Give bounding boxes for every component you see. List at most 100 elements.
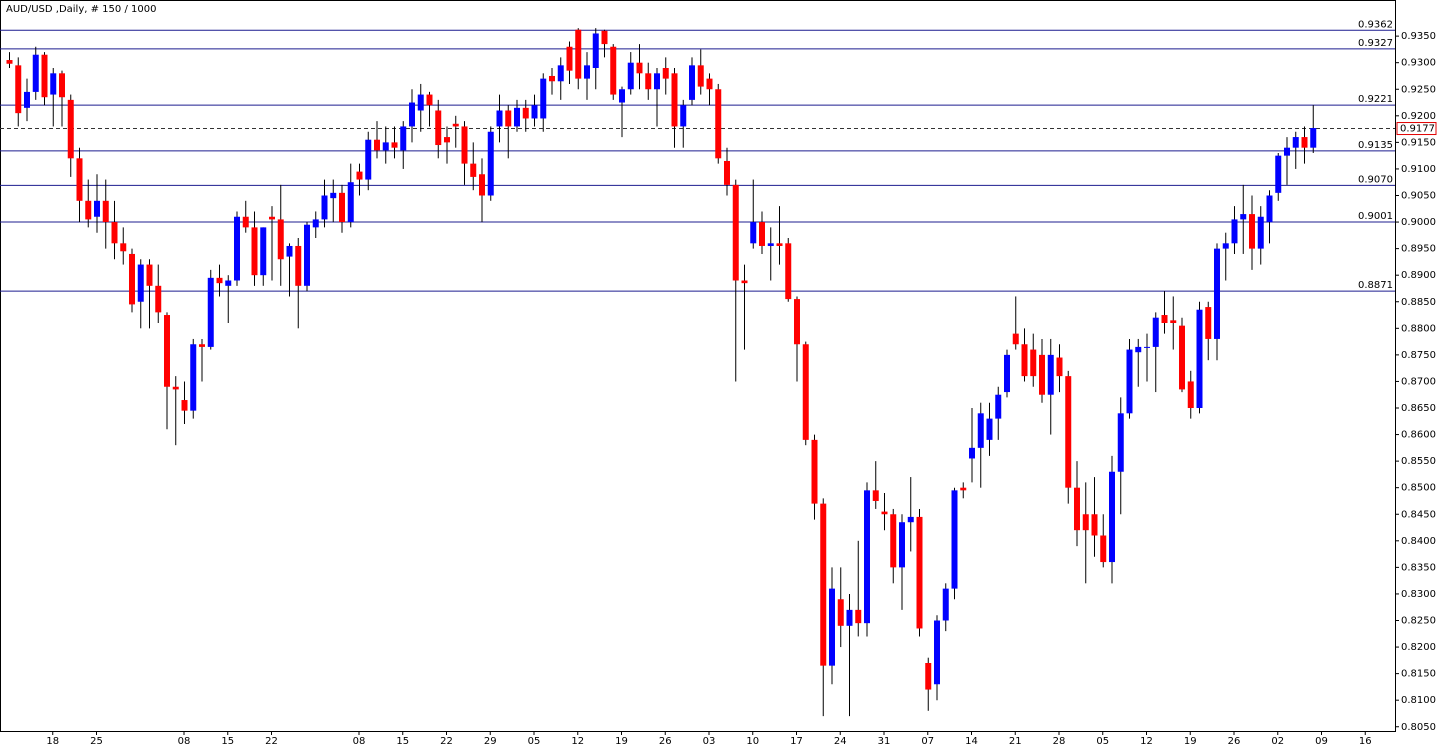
candle-body xyxy=(960,487,967,491)
candle-body xyxy=(76,158,83,201)
y-tick-label: 0.8700 xyxy=(1401,376,1436,387)
y-tick-label: 0.8150 xyxy=(1401,669,1436,680)
y-tick-label: 0.8950 xyxy=(1401,244,1436,255)
candle-body xyxy=(767,243,774,246)
candle-body xyxy=(934,620,940,685)
x-tick-label: 14 xyxy=(965,736,978,747)
candle-body xyxy=(864,490,870,624)
y-tick-label: 0.8450 xyxy=(1401,509,1436,520)
candle-body xyxy=(452,123,459,127)
candle-body xyxy=(1117,413,1124,472)
candle-body xyxy=(137,264,144,302)
level-label: 0.9221 xyxy=(1358,94,1393,105)
candle-body xyxy=(435,110,442,146)
candle-body xyxy=(129,253,135,305)
level-label: 0.9001 xyxy=(1358,211,1393,222)
candle-body xyxy=(557,65,564,82)
candle-body xyxy=(1214,248,1220,339)
candle-body xyxy=(94,200,100,217)
x-tick-label: 22 xyxy=(440,736,453,747)
candle-body xyxy=(907,516,914,523)
candle-body xyxy=(1275,155,1282,193)
x-tick-label: 02 xyxy=(1271,736,1284,747)
candle-body xyxy=(986,418,993,440)
candle-body xyxy=(890,514,897,568)
candle-body xyxy=(59,73,65,98)
y-tick-label: 0.9050 xyxy=(1401,191,1436,202)
candle-body xyxy=(1284,147,1290,156)
candle-body xyxy=(881,511,888,515)
x-tick-label: 29 xyxy=(484,736,497,747)
x-tick-label: 26 xyxy=(1228,736,1241,747)
candle-body xyxy=(1135,346,1142,353)
candle-body xyxy=(505,110,512,127)
y-tick-label: 0.9000 xyxy=(1401,217,1436,228)
y-tick-label: 0.8350 xyxy=(1401,562,1436,573)
candle-body xyxy=(24,91,30,108)
candle-body xyxy=(1074,487,1080,531)
candle-body xyxy=(479,174,485,196)
candle-body xyxy=(111,222,118,244)
candle-body xyxy=(732,184,739,281)
candle-body xyxy=(312,219,319,228)
candle-body xyxy=(627,62,634,90)
y-tick-label: 0.8300 xyxy=(1401,589,1436,600)
candle-body xyxy=(67,99,74,159)
candle-body xyxy=(1161,315,1168,323)
x-tick-label: 15 xyxy=(396,736,409,747)
candle-body xyxy=(50,73,57,95)
candle-body xyxy=(1292,137,1299,148)
candle-body xyxy=(461,126,468,164)
candle-body xyxy=(1039,354,1045,395)
candle-body xyxy=(785,243,792,300)
candle-body xyxy=(444,137,450,143)
candle-body xyxy=(102,200,109,223)
x-tick-label: 05 xyxy=(1096,736,1109,747)
candle-body xyxy=(1205,307,1212,339)
y-tick-label: 0.9250 xyxy=(1401,84,1436,95)
candle-body xyxy=(689,65,695,100)
x-tick-label: 26 xyxy=(659,736,672,747)
y-tick-label: 0.8400 xyxy=(1401,536,1436,547)
x-tick-label: 21 xyxy=(1009,736,1022,747)
candle-body xyxy=(1144,346,1150,348)
candle-body xyxy=(829,588,835,666)
candle-body xyxy=(496,110,503,127)
y-tick-label: 0.8250 xyxy=(1401,616,1436,627)
x-tick-label: 09 xyxy=(1315,736,1328,747)
candle-body xyxy=(662,68,669,79)
x-tick-label: 15 xyxy=(221,736,234,747)
candle-body xyxy=(347,182,354,223)
x-tick-label: 08 xyxy=(178,736,191,747)
candle-body xyxy=(304,224,310,286)
y-tick-label: 0.8200 xyxy=(1401,642,1436,653)
candle-body xyxy=(1266,195,1273,223)
candle-body xyxy=(1310,128,1317,148)
candle-body xyxy=(531,105,538,119)
candle-body xyxy=(1047,354,1054,395)
candle-body xyxy=(925,663,932,690)
candle-body xyxy=(225,280,232,286)
candle-body xyxy=(899,522,905,568)
x-tick-label: 31 xyxy=(878,736,891,747)
candle-body xyxy=(382,142,389,151)
candle-body xyxy=(654,73,660,90)
candle-body xyxy=(750,222,757,244)
x-tick-label: 03 xyxy=(703,736,716,747)
candle-body xyxy=(330,192,337,199)
x-tick-label: 10 xyxy=(746,736,759,747)
candle-body xyxy=(540,78,547,119)
candle-body xyxy=(715,89,722,159)
candle-body xyxy=(1082,514,1089,531)
y-tick-label: 0.9350 xyxy=(1401,31,1436,42)
candle-body xyxy=(1100,535,1107,563)
candle-body xyxy=(1012,333,1019,345)
y-tick-label: 0.9200 xyxy=(1401,111,1436,122)
candle-body xyxy=(1222,243,1229,249)
candle-body xyxy=(190,344,197,411)
candle-body xyxy=(391,142,398,148)
candle-body xyxy=(837,599,844,626)
candle-body xyxy=(951,490,958,589)
candle-body xyxy=(706,78,713,90)
candle-body xyxy=(374,139,380,151)
